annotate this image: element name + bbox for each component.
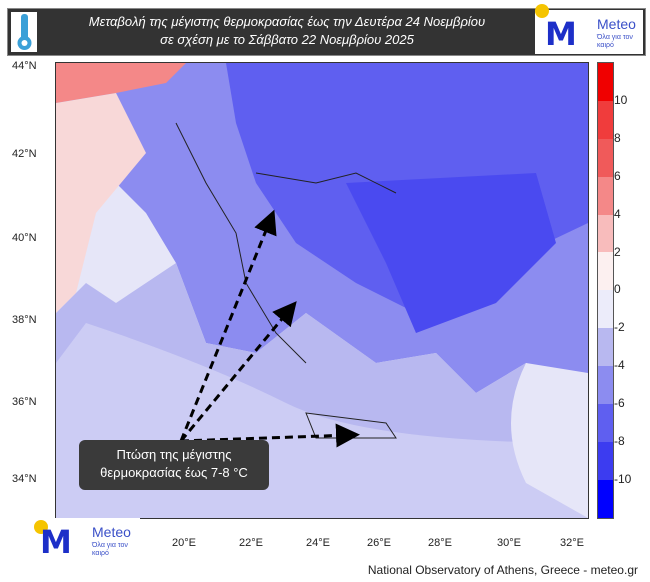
colorbar-bin	[598, 63, 613, 101]
colorbar-label: 0	[614, 282, 621, 297]
lon-tick: 22°E	[239, 537, 263, 549]
logo-slogan: Όλα για τον καιρό	[597, 34, 633, 49]
callout-line-1: Πτώση της μέγιστης	[116, 447, 232, 462]
lon-tick: 30°E	[497, 537, 521, 549]
colorbar-label: 6	[614, 168, 621, 183]
header-banner: Μεταβολή της μέγιστης θερμοκρασίας έως τ…	[7, 4, 646, 56]
colorbar-label: -6	[614, 396, 625, 411]
callout-line-2: θερμοκρασίας έως 7-8 °C	[100, 465, 248, 480]
logo-slogan: Όλα για τον καιρό	[92, 542, 128, 557]
lat-tick: 36°N	[12, 396, 37, 408]
colorbar-label: 2	[614, 244, 621, 259]
colorbar-bin	[598, 404, 613, 442]
colorbar-label: 10	[614, 92, 628, 107]
lon-tick: 28°E	[428, 537, 452, 549]
logo-text: Meteo	[597, 16, 636, 32]
logo-text: Meteo	[92, 524, 131, 540]
colorbar-bin	[598, 441, 613, 480]
lon-tick: 26°E	[367, 537, 391, 549]
lat-tick: 38°N	[12, 314, 37, 326]
title-line-2: σε σχέση με το Σάββατο 22 Νοεμβρίου 2025	[160, 32, 414, 47]
colorbar-label: 4	[614, 206, 621, 221]
footer-credit: National Observatory of Athens, Greece -…	[367, 563, 638, 577]
colorbar-label: -2	[614, 320, 625, 335]
colorbar-label: -4	[614, 358, 625, 373]
colorbar-bin	[598, 138, 613, 177]
colorbar-bin	[598, 290, 613, 329]
map-title: Μεταβολή της μέγιστης θερμοκρασίας έως τ…	[44, 13, 530, 49]
lat-tick: 44°N	[12, 60, 37, 72]
annotation-callout: Πτώση της μέγιστης θερμοκρασίας έως 7-8 …	[79, 440, 269, 490]
lon-tick: 32°E	[560, 537, 584, 549]
meteo-logo: M Meteo Όλα για τον καιρό	[535, 4, 643, 54]
lat-tick: 34°N	[12, 473, 37, 485]
colorbar-bin	[598, 214, 613, 253]
lat-tick: 42°N	[12, 148, 37, 160]
lat-tick: 40°N	[12, 232, 37, 244]
colorbar-bin	[598, 479, 613, 518]
colorbar	[597, 62, 614, 519]
meteo-logo-bottom: M Meteo Όλα για τον καιρό	[30, 518, 140, 558]
colorbar-bin	[598, 366, 613, 405]
colorbar-label: 8	[614, 130, 621, 145]
colorbar-bin	[598, 176, 613, 215]
colorbar-label: -10	[614, 471, 632, 486]
colorbar-label: -8	[614, 434, 625, 448]
lon-tick: 20°E	[172, 537, 196, 549]
title-line-1: Μεταβολή της μέγιστης θερμοκρασίας έως τ…	[88, 14, 486, 29]
colorbar-bin	[598, 252, 613, 291]
thermometer-icon	[11, 12, 37, 52]
colorbar-bin	[598, 100, 613, 139]
colorbar-bin	[598, 328, 613, 367]
lon-tick: 24°E	[306, 537, 330, 549]
